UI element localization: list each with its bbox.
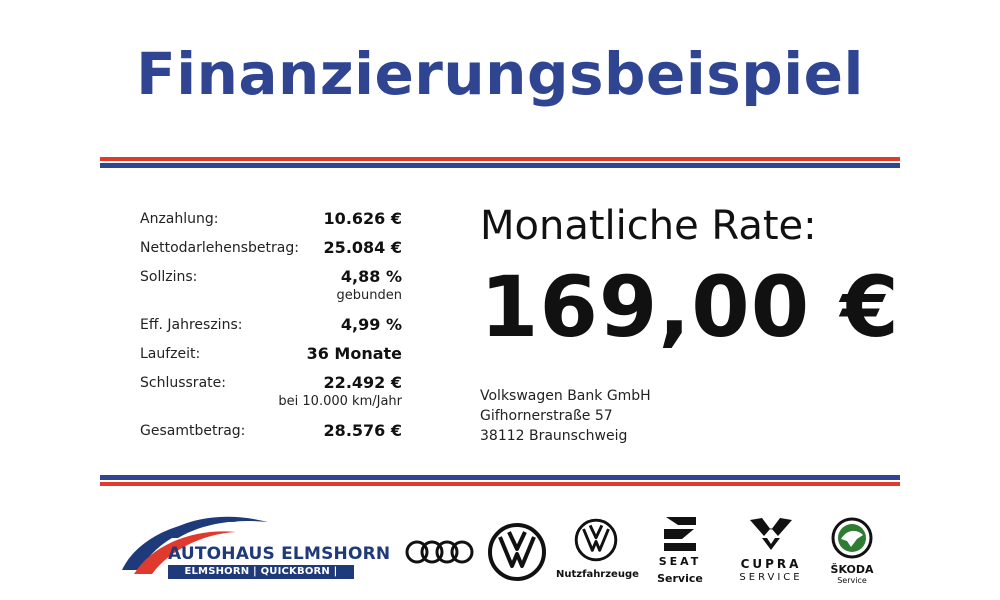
dealer-locations: ELMSHORN | QUICKBORN | HAMBURG [168,565,354,591]
monthly-rate-label: Monatliche Rate: [480,203,817,249]
fact-row-laufzeit: Laufzeit: 36 Monate [140,340,402,369]
bank-street: Gifhornerstraße 57 [480,408,613,424]
fact-row-sollzins: Sollzins: 4,88 % gebunden [140,263,402,311]
seat-logo-icon [664,517,696,551]
dealer-name: AUTOHAUS ELMSHORN [168,544,391,564]
finance-facts: Anzahlung: 10.626 € Nettodarlehensbetrag… [140,205,402,446]
cupra-logo-icon [750,518,792,550]
fact-label: Schlussrate: [140,375,226,391]
page-title: Finanzierungsbeispiel [136,40,864,108]
fact-note: bei 10.000 km/Jahr [278,394,402,409]
fact-row-jahreszins: Eff. Jahreszins: 4,99 % [140,311,402,340]
fact-value: 25.084 € [323,238,402,257]
fact-label: Sollzins: [140,269,198,285]
fact-label: Eff. Jahreszins: [140,317,243,333]
fact-label: Laufzeit: [140,346,201,362]
cupra-wordmark: CUPRA [740,557,802,571]
divider-red-line [100,157,900,161]
fact-row-nettodarlehensbetrag: Nettodarlehensbetrag: 25.084 € [140,234,402,263]
fact-label: Gesamtbetrag: [140,423,246,439]
fact-value: 22.492 € [323,373,402,392]
divider-blue-line [100,475,900,480]
dealer-swoosh-logo [122,516,268,574]
fact-row-gesamtbetrag: Gesamtbetrag: 28.576 € [140,417,402,446]
monthly-rate-value: 169,00 € [480,258,900,356]
vw-logo-icon [488,523,546,581]
fact-value: 4,99 % [340,315,402,334]
fact-row-anzahlung: Anzahlung: 10.626 € [140,205,402,234]
seat-service-label: Service [657,572,703,585]
fact-note: gebunden [336,288,402,303]
divider-red-line [100,482,900,486]
fact-value: 4,88 % [340,267,402,286]
vw-commercial-logo-icon [574,518,618,562]
cupra-service-label: SERVICE [739,572,803,583]
audi-rings-icon [405,540,474,564]
vw-commercial-label: Nutzfahrzeuge [556,569,639,580]
fact-row-schlussrate: Schlussrate: 22.492 € bei 10.000 km/Jahr [140,369,402,417]
skoda-wordmark: ŠKODA [830,563,874,576]
skoda-logo-icon [831,517,873,559]
divider-bottom [100,475,900,486]
bank-address: Volkswagen Bank GmbH Gifhornerstraße 57 … [480,386,651,446]
bank-name: Volkswagen Bank GmbH [480,388,651,404]
fact-value: 10.626 € [323,209,402,228]
divider-blue-line [100,163,900,168]
bank-city: 38112 Braunschweig [480,428,628,444]
fact-value: 28.576 € [323,421,402,440]
divider-top [100,157,900,168]
seat-wordmark: SEAT [658,555,702,568]
fact-value: 36 Monate [306,344,402,363]
skoda-service-label: Service [837,576,867,585]
fact-label: Anzahlung: [140,211,219,227]
fact-label: Nettodarlehensbetrag: [140,240,299,256]
